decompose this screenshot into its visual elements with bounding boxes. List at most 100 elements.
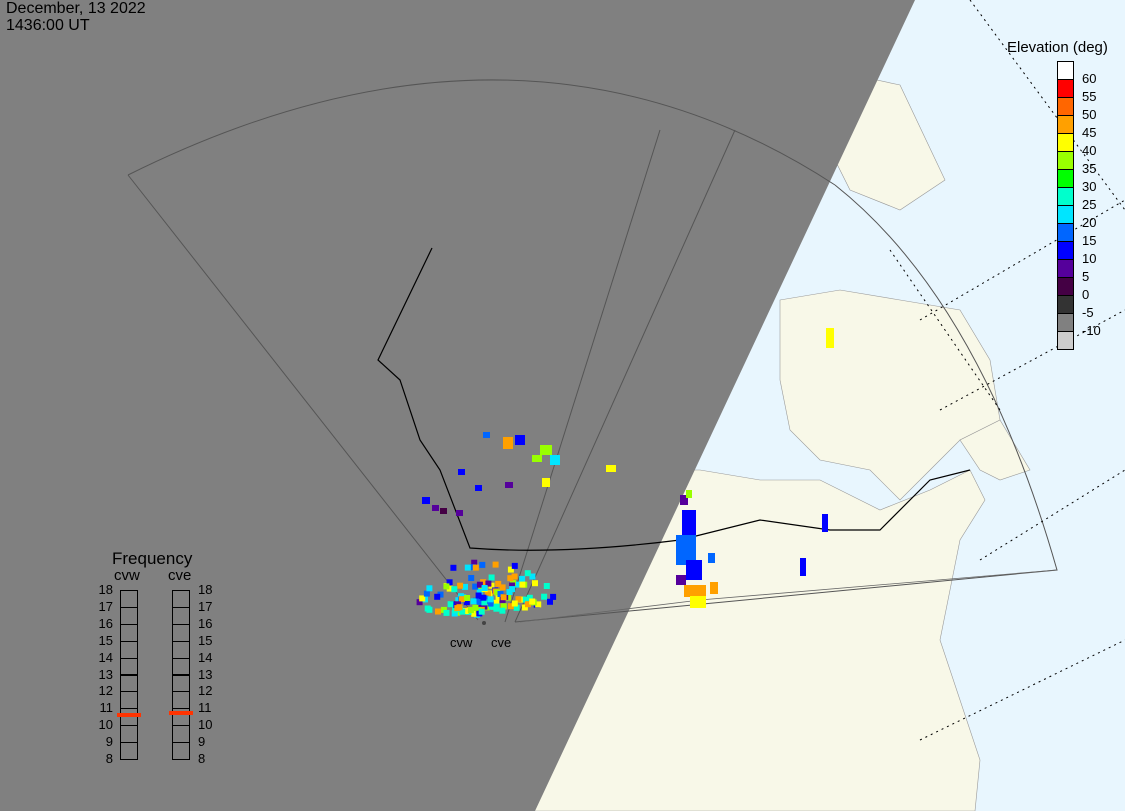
radar-cell [467, 607, 474, 614]
legend-swatch [1057, 169, 1074, 188]
radar-cell [529, 598, 536, 605]
frequency-scale-cell [120, 590, 138, 608]
time-label: 1436:00 UT [6, 17, 90, 34]
radar-cell [487, 600, 494, 607]
legend-swatch [1057, 331, 1074, 350]
legend-swatch [1057, 151, 1074, 170]
radar-cell [416, 599, 423, 606]
radar-cell [515, 596, 522, 603]
radar-cells [416, 328, 834, 625]
radar-cell [435, 608, 441, 615]
frequency-scale-cell [120, 708, 138, 727]
frequency-scale-label: 10 [198, 717, 213, 733]
radar-cell [470, 598, 477, 605]
radar-cell [462, 583, 468, 590]
radar-cell [495, 594, 502, 601]
radar-cell [481, 599, 488, 606]
frequency-scale-cell [172, 623, 190, 642]
frequency-scale-cell [120, 725, 138, 744]
frequency-scale-cell [172, 742, 190, 760]
frequency-scale-cell [120, 691, 138, 710]
radar-cell [680, 495, 688, 505]
radar-cell [463, 599, 470, 606]
radar-cell [440, 508, 447, 514]
radar-cell [478, 608, 485, 615]
radar-cell [464, 595, 471, 601]
radar-cell [532, 455, 542, 462]
radar-cell [524, 570, 531, 577]
radar-cell [499, 584, 506, 591]
site-label-cvw: cvw [450, 635, 473, 650]
border-line [377, 247, 681, 551]
radar-cell [450, 564, 457, 571]
frequency-scale-label: 16 [98, 615, 113, 631]
radar-cell [499, 607, 506, 614]
frequency-scale-label: 8 [198, 751, 206, 766]
radar-cell [497, 591, 504, 597]
legend-label: 45 [1082, 125, 1097, 140]
legend-swatch [1057, 259, 1074, 278]
radar-cell [710, 582, 718, 594]
radar-cell [419, 595, 426, 602]
radar-cell [550, 455, 560, 465]
radar-cell [708, 553, 715, 563]
radar-cell [493, 599, 500, 606]
radar-label-cvw: cvw [114, 567, 140, 584]
map-lines [127, 0, 1125, 741]
radar-cell [682, 510, 696, 535]
radar-cell [475, 592, 482, 599]
radar-cell [451, 610, 458, 617]
radar-cell [541, 593, 548, 600]
legend-swatch [1057, 79, 1074, 98]
legend-swatch [1057, 313, 1074, 332]
radar-cell [481, 585, 488, 591]
radar-cell [521, 604, 528, 611]
radar-cell [480, 594, 487, 601]
legend-label: 40 [1082, 143, 1097, 158]
legend-swatch [1057, 205, 1074, 224]
legend-label: 15 [1082, 233, 1097, 248]
legend-swatch [1057, 277, 1074, 296]
radar-cell [800, 558, 806, 576]
frequency-scale-label: 8 [105, 751, 113, 766]
date-label: December, 13 2022 [6, 0, 146, 17]
frequency-scale-label: 18 [98, 582, 113, 597]
frequency-title: Frequency [112, 549, 193, 568]
radar-cell [507, 603, 514, 610]
radar-site-marker [482, 621, 486, 625]
frequency-scale-label: 9 [105, 734, 113, 750]
radar-cell [422, 497, 430, 504]
radar-cell [458, 596, 465, 603]
radar-cell [503, 437, 513, 449]
frequency-scale-label: 12 [98, 683, 113, 699]
radar-cell [476, 599, 483, 605]
frequency-scale-label: 14 [198, 649, 213, 665]
radar-cell [511, 562, 518, 569]
radar-cell [690, 596, 706, 608]
legend-swatch [1057, 187, 1074, 206]
frequency-scale-label: 16 [198, 615, 213, 631]
radar-cell [484, 591, 491, 598]
radar-cell [451, 586, 458, 593]
frequency-marker [169, 711, 193, 716]
radar-cell [547, 598, 553, 605]
radar-cell [472, 583, 479, 590]
grid-line-dotted [919, 639, 1125, 741]
radar-cell [462, 608, 469, 614]
frequency-scale-cell [172, 606, 190, 625]
fov-beam-line [514, 129, 736, 623]
radar-cell [443, 609, 450, 616]
radar-cell [485, 580, 492, 587]
radar-cell [511, 573, 518, 580]
radar-cell [457, 582, 464, 589]
radar-cell [492, 561, 499, 568]
site-label-cve: cve [491, 635, 512, 650]
radar-cell [606, 465, 616, 472]
radar-cell [509, 586, 516, 593]
radar-cell [434, 593, 441, 600]
legend-label: 5 [1082, 269, 1090, 284]
radar-cell [511, 600, 518, 607]
radar-cell [519, 575, 526, 582]
radar-cell [471, 610, 478, 617]
